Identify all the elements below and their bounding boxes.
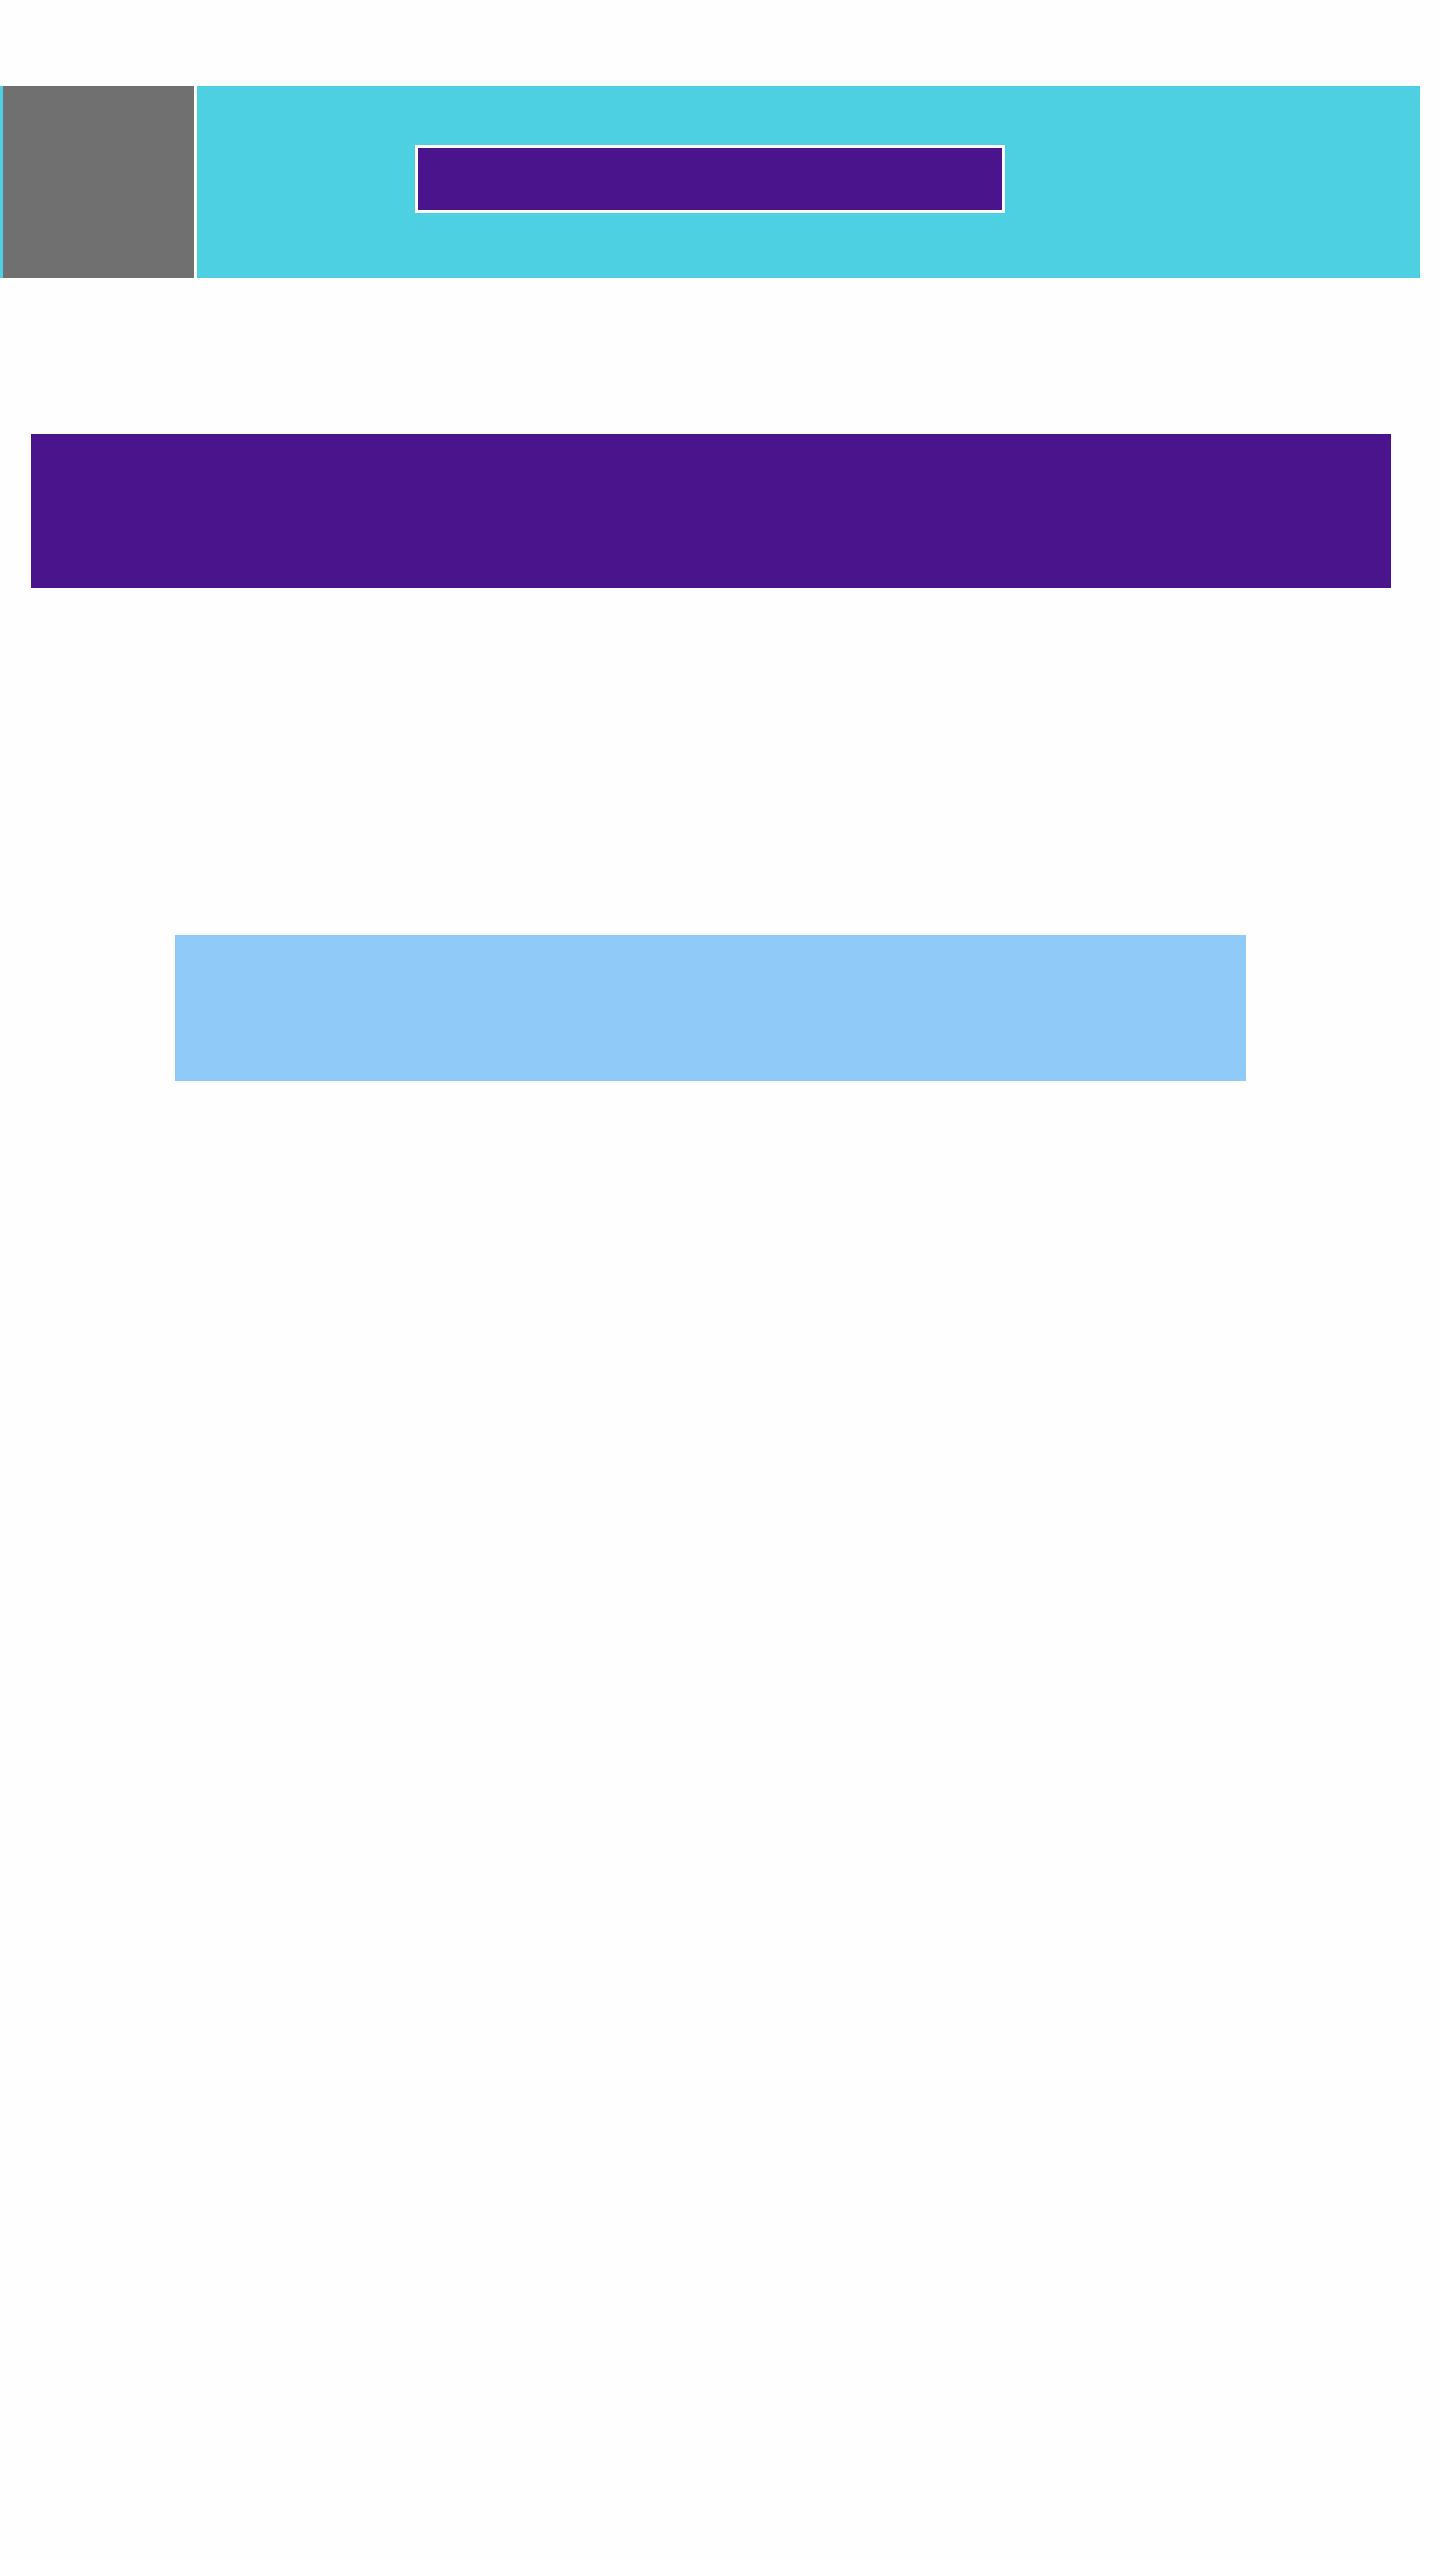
thumbnail-image[interactable] [3,86,197,278]
info-panel[interactable] [175,935,1246,1081]
main-banner[interactable] [31,434,1391,588]
header-action-button[interactable] [415,145,1005,213]
